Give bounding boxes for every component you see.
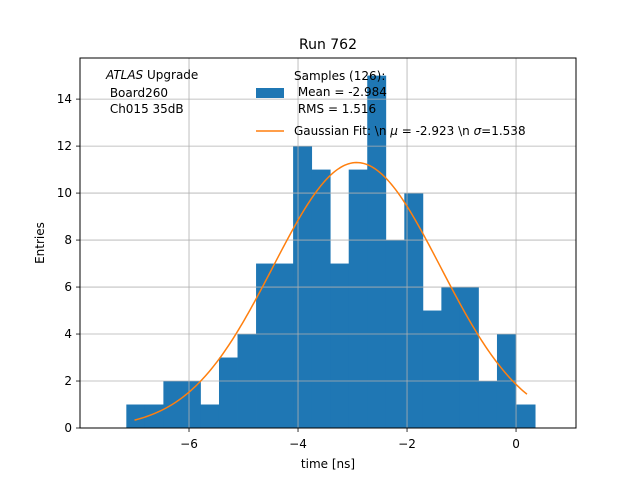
legend-hist-line-3: RMS = 1.516 bbox=[294, 102, 376, 116]
chart-title: Run 762 bbox=[299, 37, 357, 53]
atlas-annotation: ATLAS Upgrade Board260 Ch015 35dB bbox=[105, 68, 198, 116]
histogram-bar bbox=[330, 263, 350, 428]
y-tick-label: 8 bbox=[64, 233, 72, 247]
legend-hist-line-1: Samples (126): bbox=[294, 69, 385, 83]
histogram-bar bbox=[200, 404, 220, 428]
legend-fit-c: =1.538 bbox=[481, 124, 525, 138]
y-tick-label: 4 bbox=[64, 327, 72, 341]
annotation-line-3: Ch015 35dB bbox=[106, 102, 184, 116]
legend-fit-label: Gaussian Fit: \n μ = -2.923 \n σ=1.538 bbox=[294, 124, 526, 138]
legend-fit-sigma: σ bbox=[474, 124, 482, 138]
annotation-upgrade: Upgrade bbox=[143, 68, 198, 82]
y-tick-label: 10 bbox=[57, 186, 72, 200]
y-tick-label: 12 bbox=[57, 139, 72, 153]
y-tick-label: 2 bbox=[64, 374, 72, 388]
histogram-bar bbox=[516, 404, 536, 428]
legend-hist-swatch bbox=[256, 88, 284, 98]
histogram-bar bbox=[181, 381, 201, 428]
y-tick-label: 0 bbox=[64, 421, 72, 435]
histogram-bar bbox=[367, 75, 387, 428]
annotation-atlas-italic: ATLAS bbox=[105, 68, 144, 82]
histogram-bar bbox=[348, 169, 368, 429]
x-tick-label: −6 bbox=[180, 437, 198, 451]
histogram-bar bbox=[459, 287, 479, 428]
y-axis-ticks: 0 2 4 6 8 10 12 14 bbox=[57, 92, 80, 435]
histogram-bar bbox=[126, 404, 146, 428]
legend-fit-a: Gaussian Fit: \n bbox=[294, 124, 390, 138]
x-tick-label: −2 bbox=[398, 437, 416, 451]
legend-fit-mu: μ bbox=[389, 124, 398, 138]
histogram-bars bbox=[126, 75, 536, 429]
x-axis-label: time [ns] bbox=[301, 457, 355, 471]
y-tick-label: 6 bbox=[64, 280, 72, 294]
y-axis-label: Entries bbox=[33, 222, 47, 264]
legend-fit-b: = -2.923 \n bbox=[398, 124, 474, 138]
y-tick-label: 14 bbox=[57, 92, 72, 106]
legend-hist-line-2: Mean = -2.984 bbox=[294, 85, 387, 99]
histogram-bar bbox=[311, 169, 331, 429]
histogram-bar bbox=[256, 263, 275, 428]
histogram-bar bbox=[144, 404, 164, 428]
annotation-line-2: Board260 bbox=[106, 86, 168, 100]
annotation-line-1: ATLAS Upgrade bbox=[105, 68, 198, 82]
histogram-bar bbox=[404, 193, 424, 428]
histogram-bar bbox=[478, 381, 498, 428]
plot-frame bbox=[79, 57, 577, 429]
x-tick-label: −4 bbox=[289, 437, 307, 451]
grid bbox=[80, 58, 576, 429]
histogram-bar bbox=[218, 357, 238, 428]
histogram-bar bbox=[441, 287, 461, 428]
x-axis-ticks: −6 −4 −2 0 bbox=[180, 428, 520, 451]
histogram-bar bbox=[274, 263, 294, 428]
histogram-bar bbox=[422, 310, 442, 428]
legend: Samples (126): Mean = -2.984 RMS = 1.516… bbox=[256, 69, 526, 138]
gaussian-fit-line bbox=[134, 161, 528, 421]
x-tick-label: 0 bbox=[512, 437, 520, 451]
